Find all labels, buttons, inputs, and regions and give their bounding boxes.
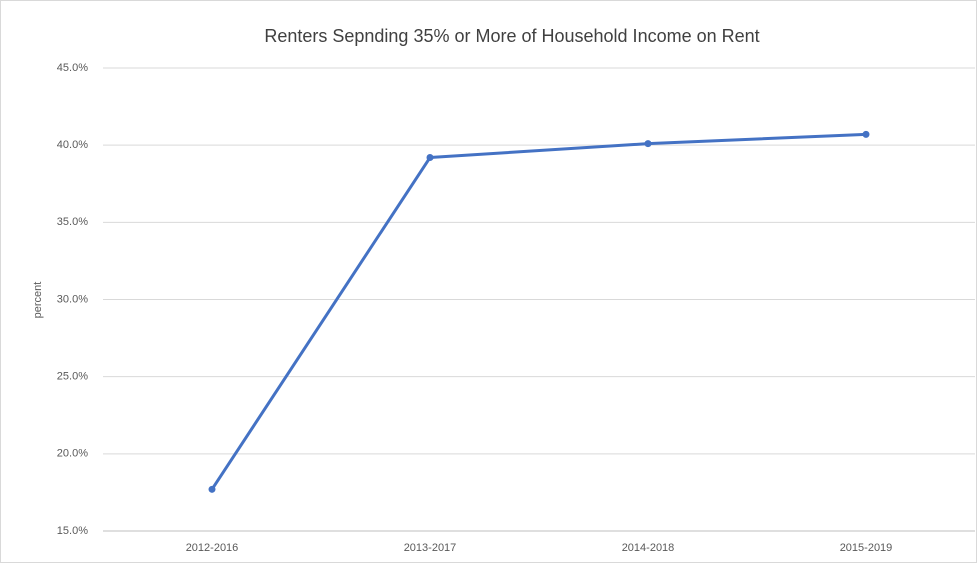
y-tick-label: 35.0%: [57, 216, 88, 228]
y-tick-label: 30.0%: [57, 293, 88, 305]
x-tick-label: 2015-2019: [840, 542, 893, 554]
y-tick-label: 40.0%: [57, 139, 88, 151]
y-tick-label: 20.0%: [57, 448, 88, 460]
data-point: [208, 485, 216, 493]
data-point: [862, 130, 870, 138]
y-tick-label: 25.0%: [57, 371, 88, 383]
x-tick-label: 2013-2017: [404, 542, 457, 554]
y-tick-label: 15.0%: [57, 525, 88, 537]
data-line: [210, 132, 867, 491]
x-tick-label: 2012-2016: [186, 542, 239, 554]
y-axis-label: percent: [32, 282, 44, 319]
data-point: [426, 154, 434, 162]
data-point: [644, 140, 652, 148]
x-tick-label: 2014-2018: [622, 542, 675, 554]
y-tick-label: 45.0%: [57, 62, 88, 74]
chart-title: Renters Sepnding 35% or More of Househol…: [264, 26, 759, 46]
